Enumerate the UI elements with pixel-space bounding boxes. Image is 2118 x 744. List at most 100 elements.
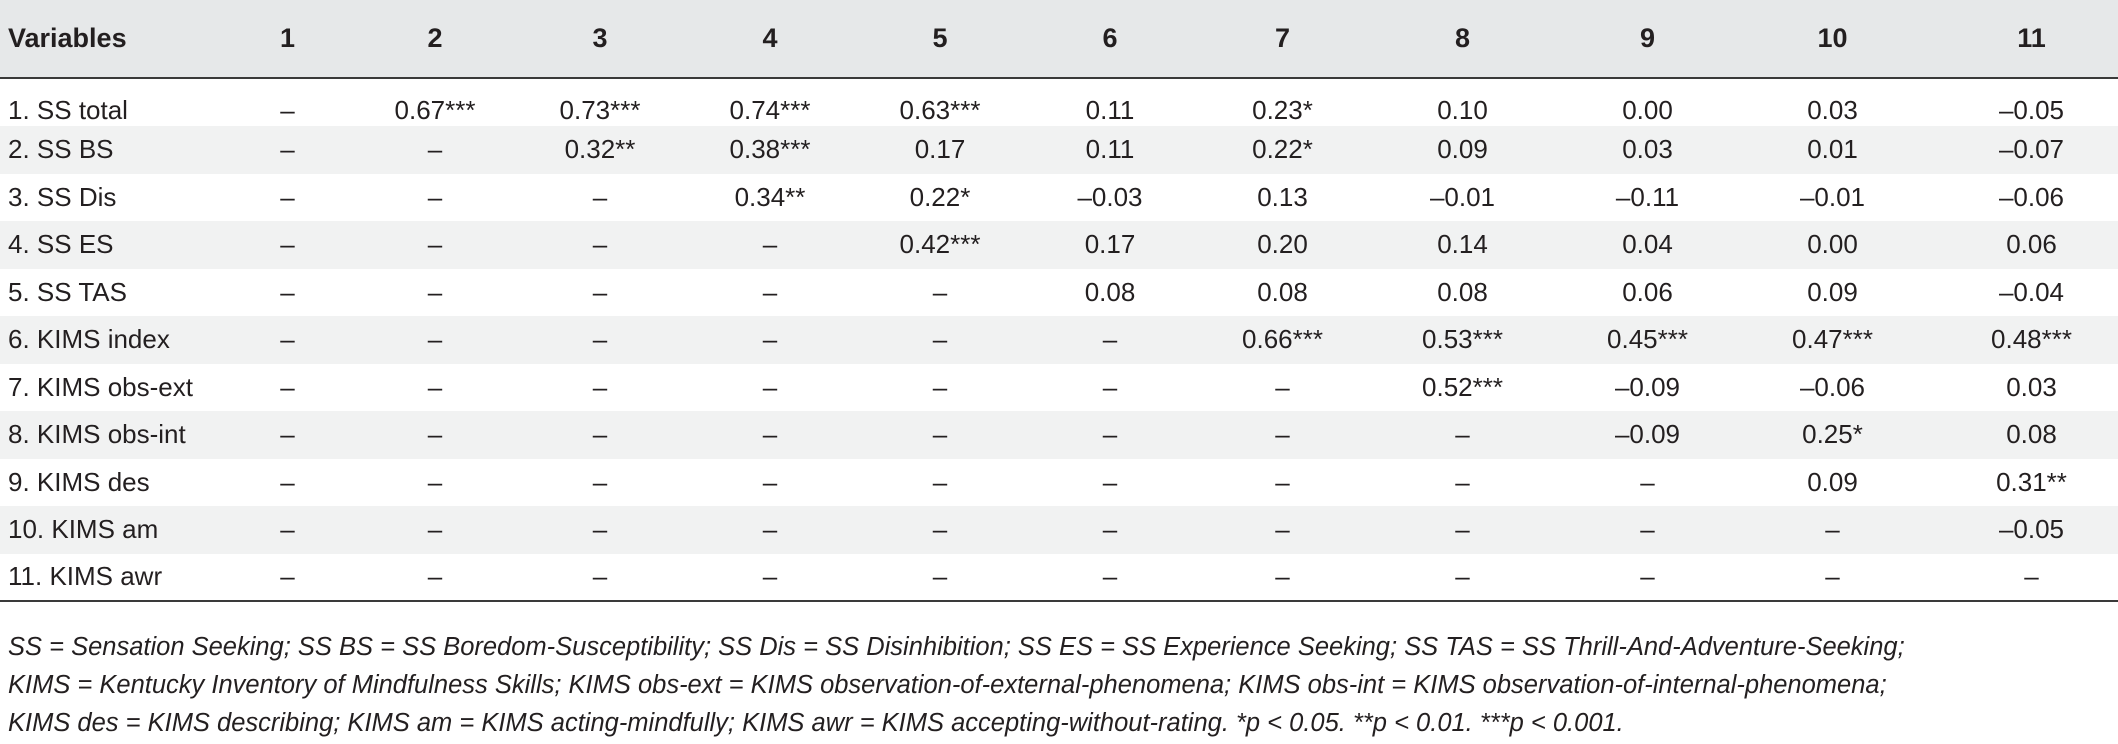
table-cell: 0.52***	[1422, 371, 1503, 402]
table-cell: 0.22*	[909, 181, 971, 212]
table-cell: 0.48***	[1991, 324, 2072, 355]
table-cell: –	[762, 229, 778, 260]
table-row: 5. SS TAS – – – – – 0.08 0.08 0.08 0.06 0.09 –0.04	[0, 269, 2118, 317]
table-cell: –	[427, 324, 443, 355]
table-cell: –	[592, 276, 608, 307]
table-cell: –	[1275, 514, 1290, 545]
table-footnote: SS = Sensation Seeking; SS BS = SS Bored…	[8, 628, 2108, 742]
table-cell: –	[932, 466, 948, 497]
table-cell: –0.05	[1998, 514, 2065, 545]
table-cell: 0.32**	[564, 134, 636, 165]
table-cell: 0.47***	[1792, 324, 1873, 355]
table-cell: –0.03	[1077, 181, 1143, 212]
table-cell: –	[1102, 561, 1118, 592]
row-label: 10. KIMS am	[8, 514, 159, 545]
table-cell: –	[762, 371, 778, 402]
table-cell: –	[592, 561, 608, 592]
table-cell: –0.01	[1799, 181, 1866, 212]
table-cell: 0.09	[1807, 276, 1858, 307]
table-cell: 0.14	[1437, 229, 1488, 260]
table-cell: –	[592, 371, 608, 402]
footnote-line: SS = Sensation Seeking; SS BS = SS Bored…	[8, 633, 1905, 661]
table-header: Variables 1 2 3 4 5 6 7 8 9 10 11	[0, 0, 2118, 78]
table-row: 11. KIMS awr – – – – – – – – – – –	[0, 554, 2118, 601]
table-cell: –	[762, 514, 778, 545]
table-cell: 0.08	[2006, 419, 2057, 450]
table-cell: 0.00	[1622, 95, 1673, 125]
table-row: 3. SS Dis – – – 0.34** 0.22* –0.03 0.13 –0.01 –0.…	[0, 174, 2118, 222]
table-row: 7. KIMS obs-ext – – – – – – – 0.52*** –0.09 –0.06 0…	[0, 364, 2118, 412]
row-label: 8. KIMS obs-int	[8, 419, 186, 450]
table-cell: –	[1275, 419, 1290, 450]
table-cell: 0.45***	[1607, 324, 1688, 355]
table-cell: –	[592, 229, 608, 260]
table-cell: –0.06	[1998, 181, 2065, 212]
column-header: 5	[932, 23, 948, 53]
table-cell: –	[280, 276, 295, 307]
table-cell: 0.03	[2006, 371, 2057, 402]
table-cell: –	[280, 466, 295, 497]
column-header: 4	[762, 23, 778, 53]
table-cell: –	[1275, 371, 1290, 402]
table-cell: 0.34**	[734, 181, 806, 212]
row-label: 4. SS ES	[8, 229, 114, 260]
table-cell: 0.08	[1257, 276, 1308, 307]
table-cell: –	[932, 514, 948, 545]
table-cell: –0.04	[1998, 276, 2065, 307]
table-cell: –	[427, 276, 443, 307]
table-cell: –	[2024, 561, 2039, 592]
table-cell: 0.11	[1085, 95, 1135, 125]
column-header: 7	[1274, 23, 1291, 53]
table-cell: –	[1275, 561, 1290, 592]
table-cell: –	[1275, 466, 1290, 497]
table-cell: –0.07	[1998, 134, 2065, 165]
row-label: 7. KIMS obs-ext	[8, 371, 193, 402]
table-cell: 0.03	[1807, 95, 1858, 125]
table-cell: –0.01	[1429, 181, 1496, 212]
row-label: 3. SS Dis	[8, 181, 117, 212]
row-label: 6. KIMS index	[8, 324, 170, 355]
table-cell: –	[1102, 466, 1118, 497]
table-row: 4. SS ES – – – – 0.42*** 0.17 0.20 0.14 0.04 0.00 0…	[0, 221, 2118, 269]
table-cell: 0.17	[1084, 229, 1136, 260]
table-cell: –	[1640, 561, 1655, 592]
table-cell: 0.11	[1085, 134, 1135, 165]
table-cell: –	[280, 95, 295, 125]
footnote-line: KIMS = Kentucky Inventory of Mindfulness…	[8, 671, 1887, 699]
table-cell: 0.25*	[1802, 419, 1863, 450]
table-cell: –	[1102, 419, 1118, 450]
table-cell: 0.53***	[1422, 324, 1503, 355]
table-cell: –	[592, 466, 608, 497]
table-cell: –	[1825, 514, 1840, 545]
table-cell: –	[762, 419, 778, 450]
table-cell: –	[762, 324, 778, 355]
table-cell: –	[1825, 561, 1840, 592]
table-cell: –	[280, 134, 295, 165]
column-header: 6	[1102, 23, 1118, 53]
column-header: 1	[279, 23, 296, 53]
table-cell: –	[280, 371, 295, 402]
column-header: 10	[1817, 23, 1848, 53]
table-cell: –	[592, 514, 608, 545]
table-cell: –	[932, 371, 948, 402]
table-cell: 0.66***	[1242, 324, 1323, 355]
table-cell: 0.03	[1622, 134, 1673, 165]
table-cell: –	[762, 276, 778, 307]
table-cell: 0.10	[1437, 95, 1488, 125]
table-cell: 0.73***	[559, 95, 641, 125]
table-cell: 0.31**	[1996, 466, 2067, 497]
table-body: 1. SS total – 0.67*** 0.73*** 0.74*** 0.63***…	[0, 78, 2118, 601]
table-cell: 0.42***	[899, 229, 981, 260]
row-label: 11. KIMS awr	[8, 561, 163, 592]
table-cell: –	[427, 371, 443, 402]
table-cell: –	[1102, 514, 1118, 545]
table-cell: –	[762, 466, 778, 497]
table-cell: –	[427, 561, 443, 592]
table-cell: –	[1455, 419, 1470, 450]
table-cell: –	[1455, 561, 1470, 592]
table-cell: –0.05	[1998, 95, 2065, 125]
table-cell: –	[280, 419, 295, 450]
table-cell: –	[932, 324, 948, 355]
table-cell: –	[592, 181, 608, 212]
column-header-variables: Variables	[8, 23, 127, 53]
